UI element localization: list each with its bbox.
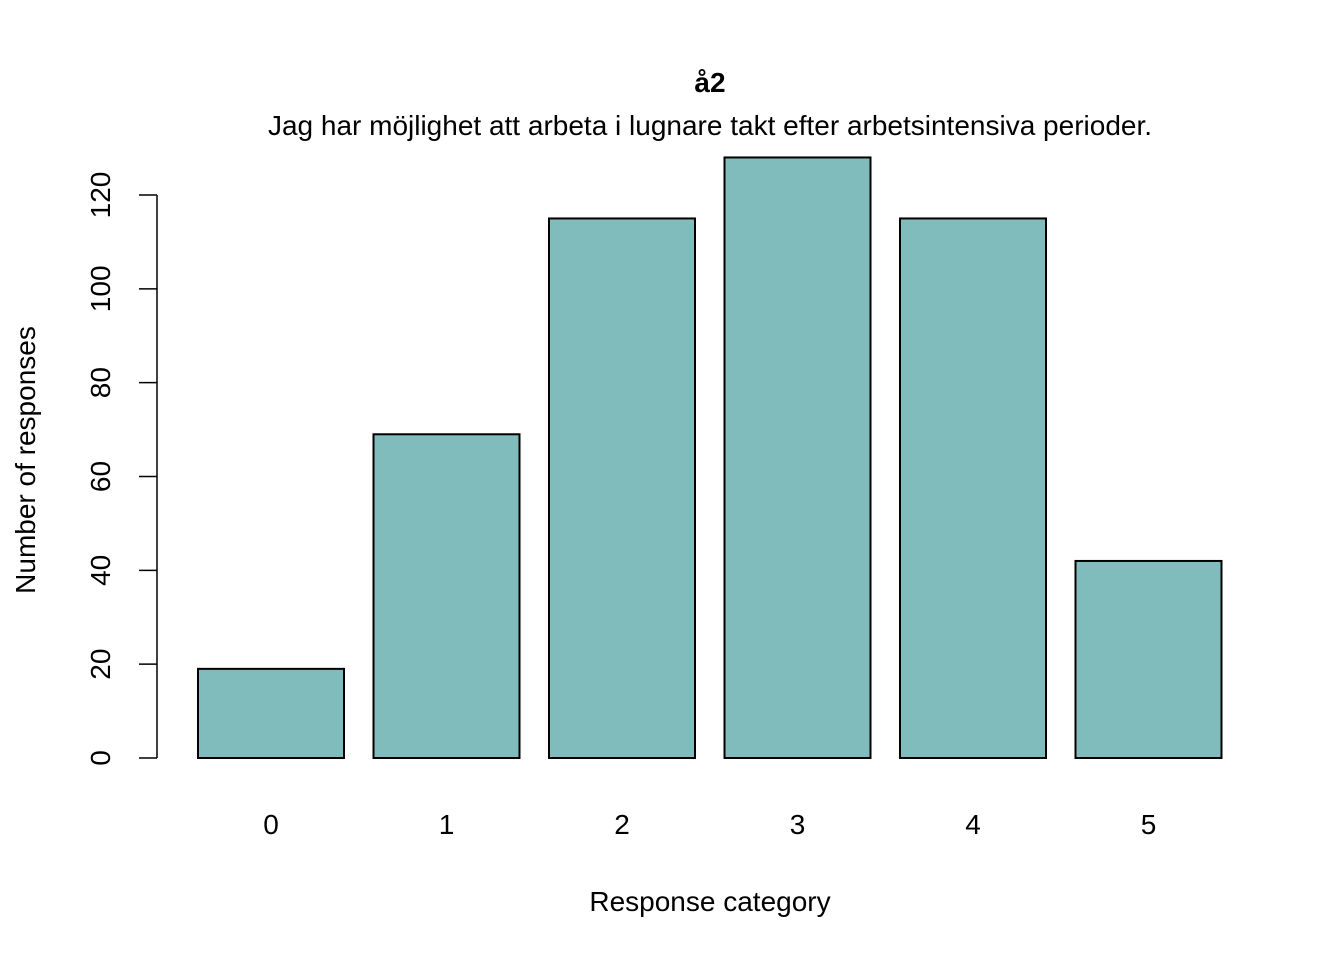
bar-1 [372,433,521,759]
y-tick-label-0: 0 [85,750,116,766]
bars-group [197,156,1223,760]
bar-3 [723,156,872,759]
y-tick-label-100: 100 [85,265,116,312]
bar-4 [899,217,1047,760]
y-axis: 0 20 40 60 80 100 120 [85,172,158,766]
bar-2 [548,217,696,760]
chart-subtitle: Jag har möjlighet att arbeta i lugnare t… [268,110,1152,141]
chart-title: å2 [694,67,725,98]
x-tick-label-0: 0 [263,809,279,840]
y-tick-label-80: 80 [85,367,116,398]
bar-0 [197,667,345,760]
y-tick-label-60: 60 [85,461,116,492]
x-axis-labels: 0 1 2 3 4 5 [263,809,1156,840]
x-axis-label: Response category [589,886,830,917]
x-tick-label-2: 2 [614,809,630,840]
x-tick-label-5: 5 [1141,809,1157,840]
x-tick-label-4: 4 [965,809,981,840]
x-tick-label-3: 3 [790,809,806,840]
y-tick-label-40: 40 [85,555,116,586]
y-axis-label: Number of responses [10,326,41,594]
x-tick-label-1: 1 [439,809,455,840]
y-tick-label-120: 120 [85,172,116,219]
y-tick-label-20: 20 [85,649,116,680]
bar-5 [1074,559,1223,760]
